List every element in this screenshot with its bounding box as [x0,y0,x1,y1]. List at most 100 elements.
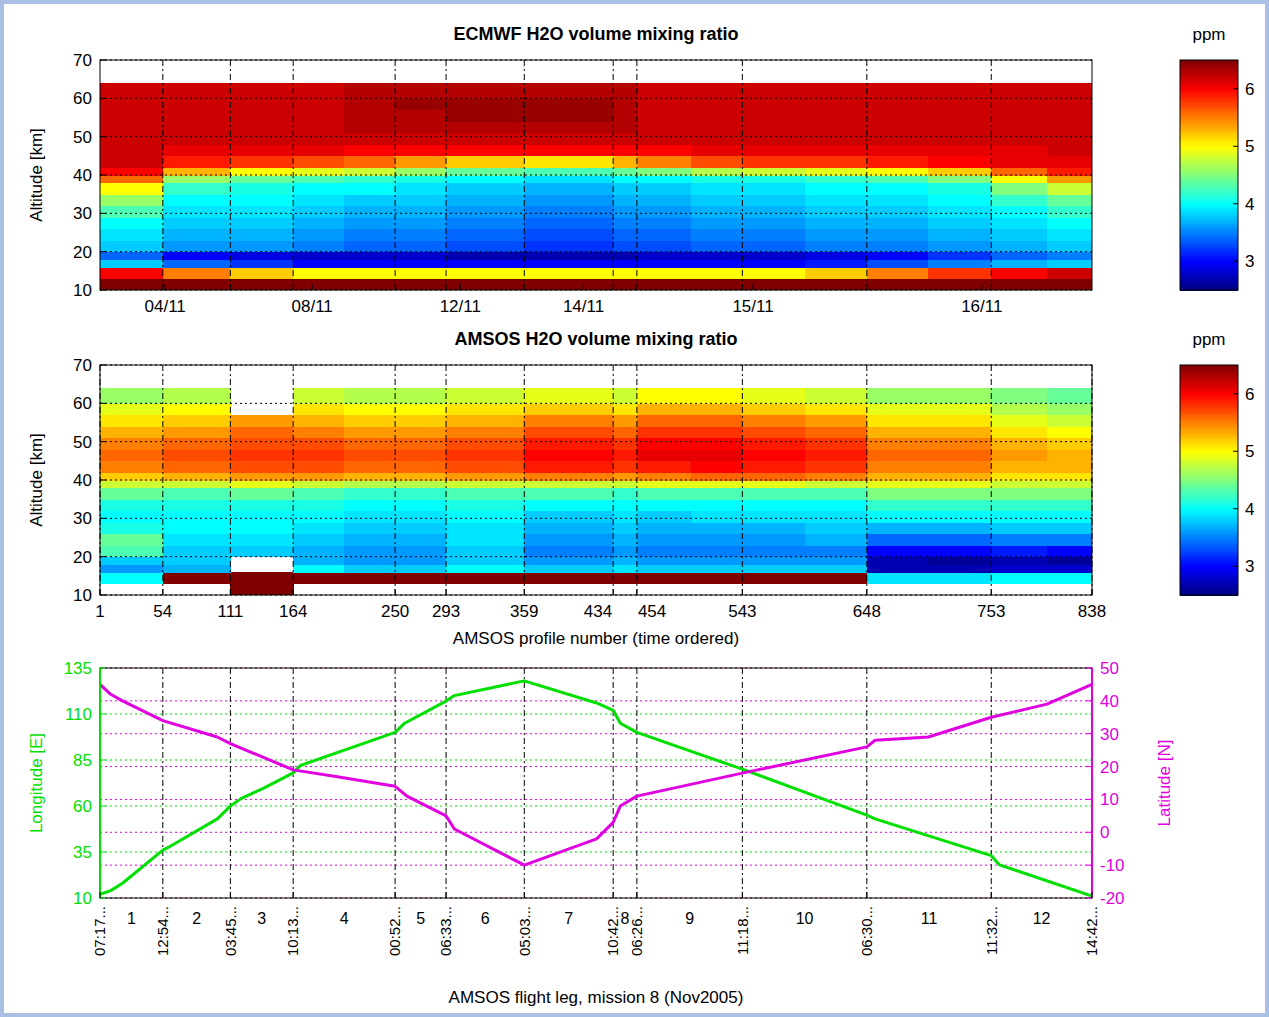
grid-line [100,136,1092,137]
heat-cell [344,144,396,156]
tick-label: 06:26... [628,906,645,956]
heat-cell [293,110,345,122]
heat-cell [1047,98,1092,110]
heat-cell [867,522,929,534]
heat-cell [293,415,345,427]
heat-cell [163,522,231,534]
tick-label: 10:42... [604,906,621,956]
heat-cell [446,449,525,461]
lines [100,681,1092,896]
heat-cell [805,522,867,534]
heat-cell [805,175,867,183]
heat-cell [637,511,692,523]
heat-cell [805,438,867,450]
heat-cell [100,121,163,133]
heat-cell [742,426,805,438]
heat-cell [613,522,637,534]
heat-cell [1047,183,1092,195]
grid-line [613,60,614,290]
tick-label: 40 [1100,692,1119,711]
heat-cell [100,472,163,480]
heat-cell [637,522,692,534]
heat-cell [805,167,867,175]
heat-cell [742,438,805,450]
heat-cell [637,183,692,195]
heat-cell [395,522,447,534]
heat-cell [867,156,929,168]
tick [636,589,637,595]
grid-line [100,760,1092,761]
tick [395,589,396,595]
heat-cell [524,144,613,156]
grid-line [230,365,231,595]
tick-label: 15/11 [732,297,773,316]
leg-label: 9 [685,910,694,927]
heat-cell [524,252,613,260]
tick [100,518,106,519]
heat-cell [742,511,805,523]
heat-cell [100,240,163,252]
heat-cell [991,267,1047,279]
heat-cell [805,259,867,267]
heat-cell [395,480,447,488]
tick [583,284,584,290]
heat-cell [524,279,613,291]
y-axis [99,668,101,898]
heat-cell [691,183,743,195]
heat-cell [446,480,525,488]
heat-cell [928,183,991,195]
heat-cell [446,564,525,572]
heat-cell [691,438,743,450]
heat-cell [1047,206,1092,218]
heat-cell [163,229,231,241]
heat-cell [395,403,447,415]
tick [100,136,106,137]
heat-cell [446,121,525,133]
heat-cell [1047,545,1092,557]
axis-title: AMSOS flight leg, mission 8 (Nov2005) [449,988,744,1007]
heat-cell [230,194,293,206]
heat-cell [928,279,991,291]
grid-line [395,365,396,595]
heat-cell [991,403,1047,415]
heat-cell [928,461,991,473]
heat-cell [867,472,929,480]
heat-cell [742,217,805,229]
heat-cell [163,472,231,480]
tick-label: 20 [73,243,92,262]
heat-cell [1047,461,1092,473]
heat-cell [613,156,637,168]
heat-cell [163,545,231,557]
tick [293,589,294,595]
heat-cell [293,279,345,291]
heat-cell [867,206,929,218]
heat-cell [1047,449,1092,461]
heat-cell [293,194,345,206]
heat-cell [691,388,743,404]
axis-title: AMSOS profile number (time ordered) [453,629,739,648]
heat-cell [230,240,293,252]
heat-cell [742,449,805,461]
tick-label: 00:52... [386,906,403,956]
heat-cell [395,217,447,229]
tick-label: 753 [977,602,1005,621]
heat-cell [867,572,929,584]
heat-cell [344,110,396,122]
tick [636,892,637,898]
tick-label: 250 [381,602,409,621]
heat-cell [100,175,163,183]
heat-cell [613,438,637,450]
heat-cell [613,499,637,511]
heat-cell [742,461,805,473]
heat-cell [100,557,163,565]
heat-cell [613,461,637,473]
heat-cell [991,259,1047,267]
heat-cell [524,572,613,584]
heat-cell [928,564,991,572]
heat-cell [867,252,929,260]
heat-cell [100,156,163,168]
heat-cell [230,584,293,596]
heat-cell [1047,259,1092,267]
heat-cell [742,229,805,241]
heat-cell [742,121,805,133]
